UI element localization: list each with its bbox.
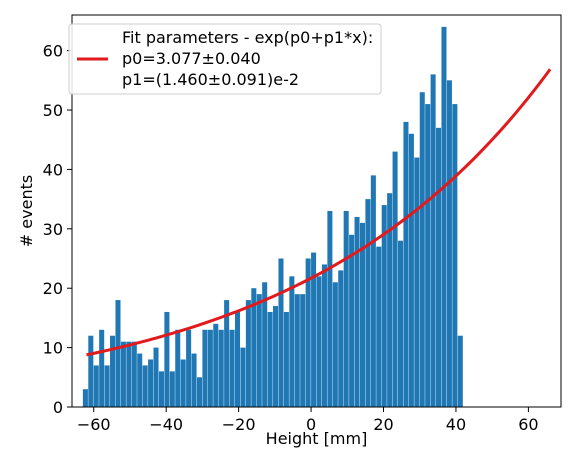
plot-frame	[71, 14, 562, 408]
histogram-bar	[218, 329, 224, 407]
histogram-bar	[126, 341, 132, 407]
histogram-bar	[365, 199, 371, 407]
legend: Fit parameters - exp(p0+p1*x): p0=3.077±…	[68, 23, 382, 95]
histogram-bar	[164, 311, 170, 407]
histogram-bar	[376, 246, 382, 407]
y-tick-label: 20	[43, 279, 63, 298]
x-tick-label: −60	[77, 415, 111, 434]
y-tick-label: 60	[43, 42, 63, 61]
histogram-bar	[196, 377, 202, 407]
histogram-bar	[446, 80, 452, 407]
histogram-bar	[153, 347, 159, 407]
histogram-bar	[202, 329, 208, 407]
histogram-bar	[235, 311, 241, 407]
histogram-bar	[311, 252, 317, 407]
histogram-bar	[332, 282, 338, 407]
legend-fit-label: Fit parameters - exp(p0+p1*x):	[122, 28, 373, 47]
histogram-bar	[229, 329, 235, 407]
x-tick-label: −20	[222, 415, 256, 434]
histogram-bar	[110, 335, 116, 407]
histogram-bar	[148, 359, 154, 407]
histogram-bar	[120, 341, 126, 407]
histogram-bar	[408, 133, 414, 407]
histogram-bar	[175, 329, 181, 407]
histogram-bar	[283, 311, 289, 407]
histogram-bar	[452, 104, 458, 407]
histogram-bars	[82, 26, 463, 408]
histogram-bar	[191, 353, 197, 407]
x-axis-label: Height [mm]	[266, 429, 368, 448]
histogram-bar	[137, 353, 143, 407]
histogram-bar	[158, 371, 164, 407]
legend-p0-label: p0=3.077±0.040	[122, 49, 261, 68]
x-tick-label: 40	[446, 415, 466, 434]
histogram-bar	[256, 294, 262, 407]
histogram-bar	[99, 329, 105, 407]
histogram-bar	[273, 306, 279, 407]
histogram-bar	[436, 127, 442, 408]
histogram-bar	[169, 371, 175, 407]
histogram-bar	[262, 282, 268, 407]
histogram-bar	[82, 389, 88, 407]
histogram-bar	[142, 365, 148, 407]
x-tick-label: 20	[373, 415, 393, 434]
histogram-bar	[207, 329, 213, 407]
histogram-bar	[104, 365, 110, 407]
histogram-bar	[343, 211, 349, 407]
y-axis: 0 10 20 30 40 50 60	[43, 42, 72, 417]
histogram-bar	[316, 276, 322, 407]
histogram-bar	[300, 294, 306, 407]
histogram-bar	[370, 175, 376, 407]
y-tick-label: 10	[43, 339, 63, 358]
histogram-bar	[289, 276, 295, 407]
histogram-bar	[392, 151, 398, 407]
histogram-bar	[419, 92, 425, 407]
x-tick-label: 60	[518, 415, 538, 434]
histogram-bar	[240, 347, 246, 407]
y-tick-label: 40	[43, 160, 63, 179]
fit-curve	[86, 68, 552, 357]
histogram-bar	[267, 311, 273, 407]
histogram-bar	[430, 74, 436, 408]
histogram-bar	[213, 323, 219, 407]
histogram-bar	[321, 264, 327, 407]
histogram-bar	[245, 300, 251, 407]
histogram-bar	[305, 258, 311, 407]
x-tick-label: −40	[149, 415, 183, 434]
histogram-bar	[457, 335, 463, 407]
histogram-bar	[414, 157, 420, 407]
histogram-bar	[186, 329, 192, 407]
histogram-bar	[381, 205, 387, 407]
histogram-bar	[359, 222, 365, 407]
histogram-bar	[115, 300, 121, 407]
histogram-bar	[88, 335, 94, 407]
histogram-bar	[387, 193, 393, 407]
y-tick-label: 30	[43, 220, 63, 239]
histogram-bar	[398, 240, 404, 407]
histogram-bar	[441, 26, 447, 408]
histogram-bar	[327, 211, 333, 407]
histogram-bar	[354, 216, 360, 407]
y-tick-label: 0	[53, 398, 63, 417]
histogram-bar	[349, 234, 355, 407]
histogram-bar	[403, 121, 409, 407]
histogram-bar	[131, 341, 137, 407]
legend-p1-label: p1=(1.460±0.091)e-2	[122, 70, 299, 89]
histogram-bar	[425, 104, 431, 407]
histogram-bar	[294, 294, 300, 407]
histogram-bar	[251, 288, 257, 407]
y-axis-label: # events	[17, 175, 36, 247]
histogram-bar	[224, 300, 230, 407]
x-tick-label: 0	[306, 415, 316, 434]
legend-box	[68, 23, 382, 95]
histogram-bar	[93, 365, 99, 407]
x-axis: −60 −40 −20 0 20 40 60	[77, 407, 539, 434]
histogram-bar	[180, 359, 186, 407]
histogram-bar	[278, 258, 284, 407]
y-tick-label: 50	[43, 101, 63, 120]
histogram-bar	[338, 270, 344, 407]
